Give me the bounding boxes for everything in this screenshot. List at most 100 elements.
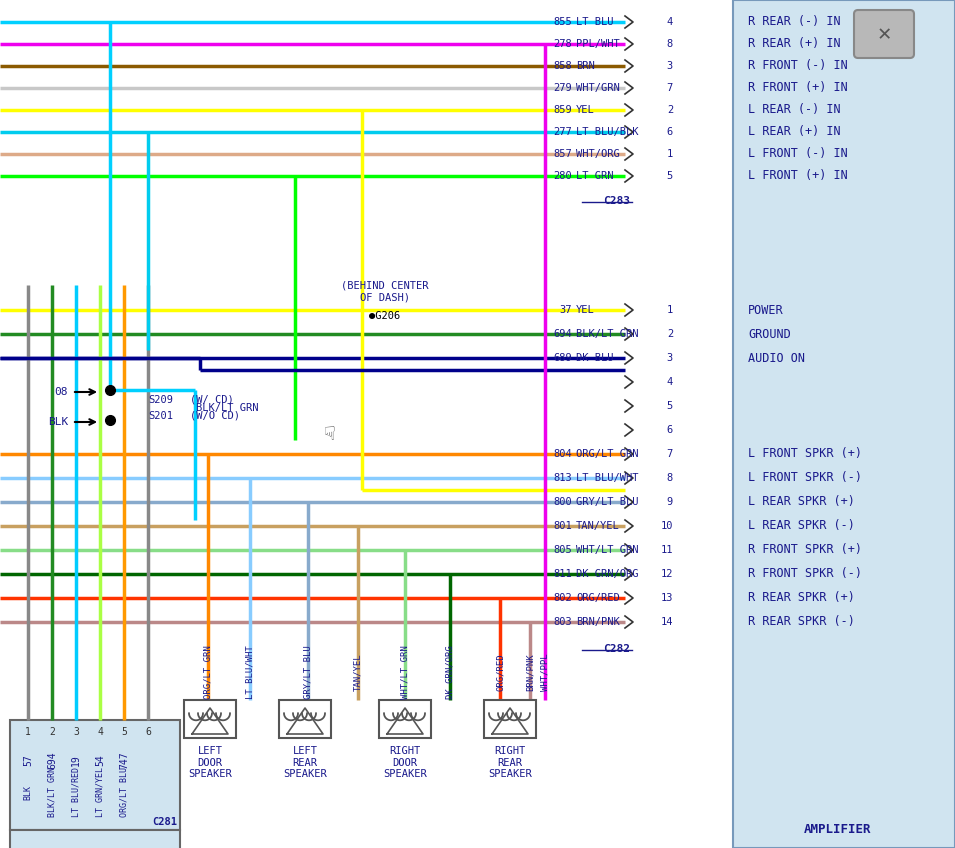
Text: LT BLU/WHT: LT BLU/WHT <box>245 645 254 699</box>
Bar <box>0 0 733 848</box>
Text: LT BLU: LT BLU <box>576 17 613 27</box>
Text: 801: 801 <box>553 521 572 531</box>
Text: 57: 57 <box>23 754 33 766</box>
Text: 54: 54 <box>95 754 105 766</box>
Text: 857: 857 <box>553 149 572 159</box>
Text: R FRONT SPKR (-): R FRONT SPKR (-) <box>748 567 862 581</box>
Bar <box>10 830 180 848</box>
Text: YEL: YEL <box>576 105 595 115</box>
Text: 6: 6 <box>667 425 673 435</box>
Text: 800: 800 <box>553 497 572 507</box>
Text: R REAR (+) IN: R REAR (+) IN <box>748 37 840 51</box>
Text: R FRONT (+) IN: R FRONT (+) IN <box>748 81 848 94</box>
Text: 11: 11 <box>661 545 673 555</box>
Text: 37: 37 <box>560 305 572 315</box>
Text: AUDIO ON: AUDIO ON <box>748 352 805 365</box>
Text: R FRONT SPKR (+): R FRONT SPKR (+) <box>748 544 862 556</box>
Text: C283: C283 <box>603 196 630 206</box>
Text: 7: 7 <box>667 83 673 93</box>
Text: TAN/YEL: TAN/YEL <box>353 653 363 691</box>
Text: 6: 6 <box>145 727 151 737</box>
Text: WHT/GRN: WHT/GRN <box>576 83 620 93</box>
Text: TAN/YEL: TAN/YEL <box>576 521 620 531</box>
Text: 8: 8 <box>667 39 673 49</box>
Text: WHT/PPL: WHT/PPL <box>541 653 549 691</box>
Text: 9: 9 <box>667 497 673 507</box>
Text: LT GRN: LT GRN <box>576 171 613 181</box>
Text: PPL/WHT: PPL/WHT <box>576 39 620 49</box>
Text: 4: 4 <box>667 17 673 27</box>
Text: 802: 802 <box>553 593 572 603</box>
Text: 3: 3 <box>74 727 79 737</box>
Text: AMPLIFIER: AMPLIFIER <box>804 823 872 836</box>
Text: ●G206: ●G206 <box>370 311 401 321</box>
Text: 280: 280 <box>553 171 572 181</box>
Text: 859: 859 <box>553 105 572 115</box>
Text: S209: S209 <box>148 395 173 405</box>
Bar <box>184 700 236 738</box>
Text: 08: 08 <box>54 387 68 397</box>
Text: DK GRN/ORG: DK GRN/ORG <box>576 569 639 579</box>
Text: BLK: BLK <box>24 784 32 800</box>
Text: GROUND: GROUND <box>748 327 791 341</box>
Text: 747: 747 <box>119 751 129 769</box>
Text: L FRONT (+) IN: L FRONT (+) IN <box>748 170 848 182</box>
Text: YEL: YEL <box>576 305 595 315</box>
Text: GRY/LT BLU: GRY/LT BLU <box>576 497 639 507</box>
Text: ORG/LT BLU: ORG/LT BLU <box>119 767 129 817</box>
Text: L FRONT (-) IN: L FRONT (-) IN <box>748 148 848 160</box>
Text: 10: 10 <box>661 521 673 531</box>
Text: DK GRN/ORG: DK GRN/ORG <box>445 645 455 699</box>
Text: 2: 2 <box>49 727 55 737</box>
Text: 278: 278 <box>553 39 572 49</box>
Text: DK BLU: DK BLU <box>576 353 613 363</box>
Text: L REAR SPKR (-): L REAR SPKR (-) <box>748 520 855 533</box>
Text: LEFT
DOOR
SPEAKER: LEFT DOOR SPEAKER <box>188 746 232 779</box>
Text: L FRONT SPKR (+): L FRONT SPKR (+) <box>748 448 862 460</box>
Text: 811: 811 <box>553 569 572 579</box>
Bar <box>279 700 331 738</box>
Text: 3: 3 <box>667 353 673 363</box>
Text: 803: 803 <box>553 617 572 627</box>
FancyBboxPatch shape <box>854 10 914 58</box>
Text: 6: 6 <box>667 127 673 137</box>
Text: ORG/LT GRN: ORG/LT GRN <box>203 645 213 699</box>
Text: L REAR (-) IN: L REAR (-) IN <box>748 103 840 116</box>
Text: 804: 804 <box>553 449 572 459</box>
Bar <box>733 0 955 848</box>
Text: 4: 4 <box>97 727 103 737</box>
Text: 3: 3 <box>667 61 673 71</box>
Text: LT BLU/WHT: LT BLU/WHT <box>576 473 639 483</box>
Bar <box>10 720 180 830</box>
Text: C281: C281 <box>152 817 177 827</box>
Text: 858: 858 <box>553 61 572 71</box>
Text: BLK/LT GRN: BLK/LT GRN <box>576 329 639 339</box>
Text: 5: 5 <box>667 401 673 411</box>
Text: LT BLU/BLK: LT BLU/BLK <box>576 127 639 137</box>
Text: OF DASH): OF DASH) <box>360 293 410 303</box>
Text: C282: C282 <box>603 644 630 654</box>
Text: L REAR SPKR (+): L REAR SPKR (+) <box>748 495 855 509</box>
Text: ORG/RED: ORG/RED <box>576 593 620 603</box>
Text: ORG/RED: ORG/RED <box>496 653 504 691</box>
Text: ILLUMINATION: ILLUMINATION <box>72 845 80 848</box>
Text: 2: 2 <box>667 329 673 339</box>
Text: L FRONT SPKR (-): L FRONT SPKR (-) <box>748 471 862 484</box>
Text: GRY/LT BLU: GRY/LT BLU <box>304 645 312 699</box>
Text: LT BLU/RED: LT BLU/RED <box>72 767 80 817</box>
Text: LT GRN/YEL: LT GRN/YEL <box>96 767 104 817</box>
Bar <box>379 700 431 738</box>
Text: 19: 19 <box>71 754 81 766</box>
Text: R REAR SPKR (-): R REAR SPKR (-) <box>748 616 855 628</box>
Bar <box>484 700 536 738</box>
Text: RIGHT
REAR
SPEAKER: RIGHT REAR SPEAKER <box>488 746 532 779</box>
Text: LEFT
REAR
SPEAKER: LEFT REAR SPEAKER <box>283 746 327 779</box>
Text: 1: 1 <box>667 149 673 159</box>
Text: BRN/PNK: BRN/PNK <box>576 617 620 627</box>
Text: R FRONT (-) IN: R FRONT (-) IN <box>748 59 848 72</box>
Text: R REAR (-) IN: R REAR (-) IN <box>748 15 840 29</box>
Text: ✕: ✕ <box>878 24 891 44</box>
Text: WHT/LT GRN: WHT/LT GRN <box>576 545 639 555</box>
Text: L REAR (+) IN: L REAR (+) IN <box>748 126 840 138</box>
Text: 689: 689 <box>553 353 572 363</box>
